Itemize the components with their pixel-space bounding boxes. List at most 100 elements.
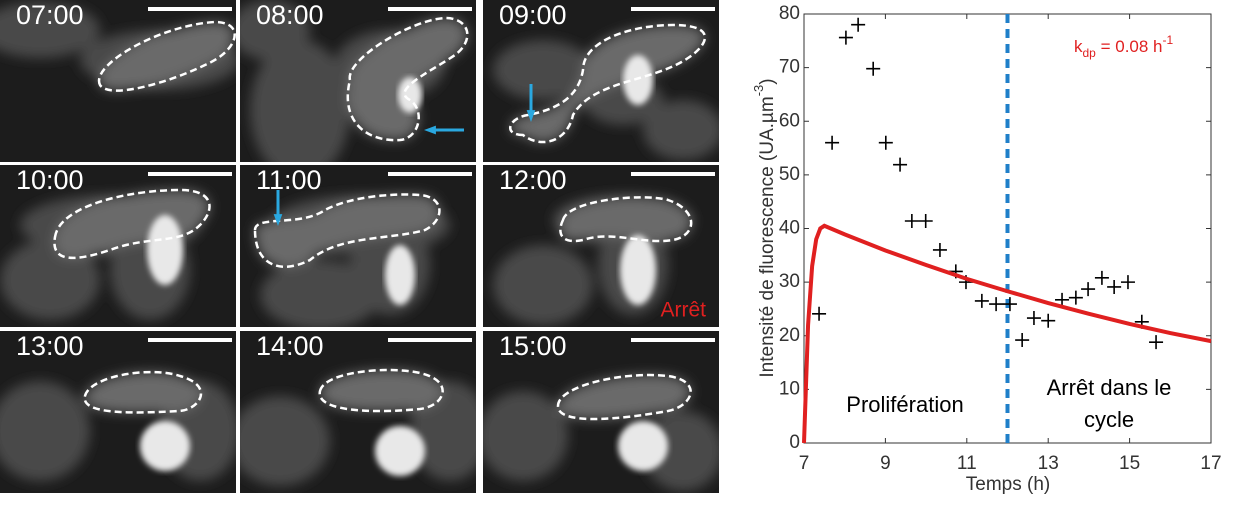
y-label-main: Intensité de fluorescence (UA.µm <box>757 96 778 377</box>
y-axis-label: Intensité de fluorescence (UA.µm-3) <box>751 78 778 377</box>
cell <box>493 40 593 100</box>
panel: 13:00 <box>0 331 236 493</box>
rate-label: kdp = 0.08 h-1 <box>1074 33 1173 60</box>
data-point <box>1002 297 1017 312</box>
bright-cell <box>385 245 415 305</box>
cell <box>0 381 90 481</box>
rate-base: k <box>1074 37 1083 56</box>
timestamp: 10:00 <box>16 165 84 195</box>
data-point <box>932 242 947 257</box>
panel: 14:00 <box>240 331 476 493</box>
timestamp: 15:00 <box>499 331 567 361</box>
y-tick-label: 0 <box>789 432 800 453</box>
data-point <box>904 213 919 228</box>
x-tick-label: 13 <box>1038 453 1059 474</box>
timestamp: 11:00 <box>256 165 322 195</box>
data-point <box>1120 275 1135 290</box>
timestamp: 12:00 <box>499 165 567 195</box>
cell <box>54 190 210 258</box>
panel: 15:00 <box>483 331 719 493</box>
fit-curve <box>802 223 1212 444</box>
cell <box>558 375 691 420</box>
cell <box>240 0 310 60</box>
x-tick-label: 11 <box>957 453 977 474</box>
y-tick-label: 40 <box>779 218 800 239</box>
data-point <box>893 157 908 172</box>
bright-cell <box>140 421 190 471</box>
cell <box>560 197 692 242</box>
y-label-end: ) <box>757 78 778 84</box>
arrow-head <box>424 125 436 135</box>
cell-outline <box>318 368 444 413</box>
rate-sup: -1 <box>1163 33 1174 47</box>
timestamp: 07:00 <box>16 0 84 30</box>
cell <box>260 260 380 327</box>
cells <box>0 2 236 91</box>
bright-cell <box>147 215 183 285</box>
data-point <box>825 135 840 150</box>
data-point <box>1107 279 1122 294</box>
cell <box>255 194 440 267</box>
cell-outline <box>253 193 441 268</box>
y-tick-label: 10 <box>779 378 800 399</box>
y-tick-label: 50 <box>779 164 800 185</box>
cell-outline <box>53 188 211 260</box>
cell <box>0 2 100 58</box>
data-point <box>918 213 933 228</box>
data-point <box>1026 311 1041 326</box>
cell-outline <box>509 23 707 144</box>
panel-annotation: Arrêt <box>660 299 706 322</box>
data-point <box>838 30 853 45</box>
cell <box>493 245 593 325</box>
bright-cell <box>375 426 425 476</box>
cell <box>99 22 235 91</box>
x-tick-label: 17 <box>1200 453 1221 474</box>
data-point <box>866 61 881 76</box>
data-point <box>812 306 827 321</box>
chart: Temps (h) Intensité de fluorescence (UA.… <box>751 3 1221 495</box>
y-tick-label: 70 <box>779 57 800 78</box>
cell <box>250 40 350 162</box>
rate-sub: dp <box>1083 46 1097 60</box>
bright-cell <box>618 421 668 471</box>
panel: 07:00 <box>0 0 236 162</box>
bright-cell <box>398 77 422 113</box>
cell <box>643 100 719 160</box>
data-point <box>1068 290 1083 305</box>
annotation: cycle <box>1084 407 1134 432</box>
data-point <box>1041 313 1056 328</box>
arrow-head <box>273 214 283 226</box>
y-label-sup: -3 <box>751 85 766 97</box>
x-tick-label: 9 <box>880 453 891 474</box>
cell <box>483 391 568 481</box>
y-tick-label: 20 <box>779 325 800 346</box>
cell-outline <box>346 16 469 142</box>
panel: 08:00 <box>240 0 476 162</box>
timestamp: 14:00 <box>256 331 324 361</box>
x-tick-label: 7 <box>799 453 810 474</box>
arrow-head <box>526 110 536 122</box>
data-point <box>1015 333 1030 348</box>
bright-cell <box>623 55 653 105</box>
x-tick-label: 15 <box>1119 453 1140 474</box>
panel: 11:00 <box>240 165 476 327</box>
annotation: Prolifération <box>846 392 963 417</box>
data-point <box>851 17 866 32</box>
timestamp: 08:00 <box>256 0 324 30</box>
cell <box>84 372 201 413</box>
timestamp: 09:00 <box>499 0 567 30</box>
cell-outline <box>97 20 236 92</box>
bright-cell <box>620 235 656 305</box>
y-tick-label: 60 <box>779 110 800 131</box>
data-point <box>1081 282 1096 297</box>
cells <box>240 370 476 486</box>
cell-outline <box>559 196 693 243</box>
cell <box>240 396 330 486</box>
microscopy-grid: 07:00 08:00 09:00 10:00 11:00 12:00 13:00 14:00… <box>0 0 719 493</box>
cells <box>493 195 693 325</box>
data-point <box>1094 270 1109 285</box>
cells <box>0 190 210 320</box>
timestamp: 13:00 <box>16 331 84 361</box>
